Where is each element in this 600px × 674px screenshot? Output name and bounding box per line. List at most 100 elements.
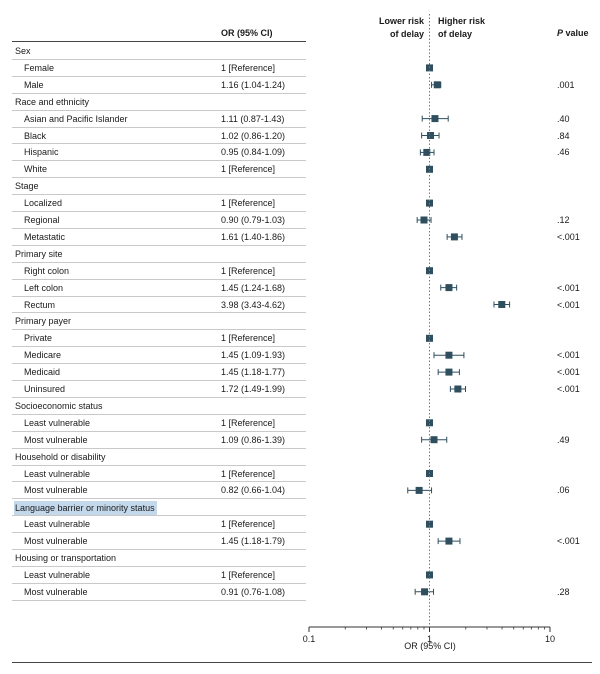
row-label: Left colon — [24, 282, 64, 293]
row-label: Localized — [24, 198, 63, 209]
row-separator — [12, 194, 306, 195]
row-separator — [12, 110, 306, 111]
or-ci-value: 0.90 (0.79-1.03) — [221, 215, 286, 225]
group-label: Socioeconomic status — [15, 400, 103, 411]
row-separator — [12, 515, 306, 516]
figure-bottom-rule — [12, 662, 592, 663]
group-label: Sex — [15, 46, 31, 56]
or-ci-value: 1 [Reference] — [221, 198, 276, 209]
p-value: .46 — [557, 147, 570, 158]
p-value: .06 — [557, 485, 570, 496]
p-value: .001 — [557, 79, 575, 90]
x-tick-label: 1 — [427, 634, 432, 644]
or-point-marker — [450, 233, 458, 241]
or-point-marker — [426, 520, 433, 528]
row-separator — [12, 414, 306, 415]
row-separator — [12, 583, 306, 584]
or-point-marker — [426, 334, 433, 342]
p-value-header-text: value — [563, 28, 589, 38]
or-ci-value: 1.09 (0.86-1.39) — [221, 434, 286, 445]
row-label: Regional — [24, 215, 60, 225]
row-separator — [12, 498, 306, 499]
row-separator — [12, 312, 306, 313]
row-label: Medicaid — [24, 367, 61, 378]
or-point-marker — [427, 132, 435, 139]
x-tick-label: 10 — [545, 634, 555, 644]
row-separator — [12, 245, 306, 246]
or-ci-value: 1 [Reference] — [221, 569, 276, 580]
or-ci-value: 1.45 (1.18-1.79) — [221, 536, 286, 547]
p-value: <.001 — [557, 384, 580, 394]
lower-risk-line-2: of delay — [389, 29, 424, 39]
row-label: Black — [24, 130, 47, 141]
or-ci-value: 0.95 (0.84-1.09) — [221, 147, 286, 158]
or-ci-value: 1 [Reference] — [221, 417, 276, 428]
p-value: <.001 — [557, 350, 580, 361]
row-separator — [12, 380, 306, 381]
p-value: .12 — [557, 215, 570, 225]
or-ci-value: 1.02 (0.86-1.20) — [221, 130, 286, 141]
row-separator — [12, 448, 306, 449]
x-tick-label: 0.1 — [303, 634, 316, 644]
row-separator — [12, 279, 306, 280]
group-label: Race and ethnicity — [15, 96, 90, 107]
group-label: Primary site — [15, 248, 63, 259]
row-label: Uninsured — [24, 384, 66, 394]
row-label: Female — [24, 62, 55, 73]
row-label: Least vulnerable — [24, 519, 91, 530]
or-column-header: OR (95% CI) — [221, 28, 273, 38]
row-separator — [12, 76, 306, 77]
row-label: Right colon — [24, 265, 70, 276]
or-ci-value: 1.61 (1.40-1.86) — [221, 231, 286, 242]
row-separator — [12, 127, 306, 128]
group-label: Housing or transportation — [15, 553, 117, 563]
row-label: Hispanic — [24, 147, 59, 158]
x-axis-label: OR (95% CI) — [404, 641, 456, 651]
or-ci-value: 3.98 (3.43-4.62) — [221, 299, 286, 310]
p-value-header-italic: P — [557, 28, 564, 38]
or-ci-value: 1.45 (1.24-1.68) — [221, 282, 286, 293]
or-ci-value: 1 [Reference] — [221, 519, 276, 530]
row-separator — [12, 566, 306, 567]
or-point-marker — [445, 284, 453, 292]
row-label: Medicare — [24, 350, 62, 361]
row-separator — [12, 160, 306, 161]
or-point-marker — [426, 419, 433, 427]
row-label: Rectum — [24, 299, 56, 310]
or-ci-value: 0.91 (0.76-1.08) — [221, 586, 286, 597]
or-ci-value: 1.72 (1.49-1.99) — [221, 384, 286, 394]
row-separator — [12, 296, 306, 297]
higher-risk-label: Higher risk of delay — [438, 15, 508, 41]
group-label: Household or disability — [15, 451, 106, 462]
or-ci-value: 0.82 (0.66-1.04) — [221, 485, 286, 496]
row-label: Asian and Pacific Islander — [24, 113, 128, 124]
p-value: <.001 — [557, 299, 580, 310]
row-separator — [12, 59, 306, 60]
or-ci-value: 1 [Reference] — [221, 62, 276, 73]
p-value: .40 — [557, 113, 570, 124]
or-point-marker — [430, 436, 438, 444]
or-ci-value: 1 [Reference] — [221, 468, 276, 479]
row-separator — [12, 93, 306, 94]
or-point-marker — [420, 216, 428, 224]
row-label: Least vulnerable — [24, 569, 91, 580]
row-separator — [12, 143, 306, 144]
row-separator — [12, 481, 306, 482]
or-point-marker — [421, 588, 429, 596]
p-value: <.001 — [557, 536, 580, 547]
row-label: Most vulnerable — [24, 536, 88, 547]
row-label: White — [24, 164, 48, 175]
or-ci-value: 1 [Reference] — [221, 164, 276, 175]
or-point-marker — [454, 385, 462, 393]
row-separator — [12, 431, 306, 432]
or-ci-value: 1 [Reference] — [221, 265, 276, 276]
group-label: Language barrier or minority status — [14, 501, 157, 516]
row-separator — [12, 211, 306, 212]
row-label: Most vulnerable — [24, 434, 88, 445]
or-point-marker — [423, 148, 431, 156]
row-separator — [12, 346, 306, 347]
row-label: Male — [24, 79, 44, 90]
p-value: .84 — [557, 130, 570, 141]
